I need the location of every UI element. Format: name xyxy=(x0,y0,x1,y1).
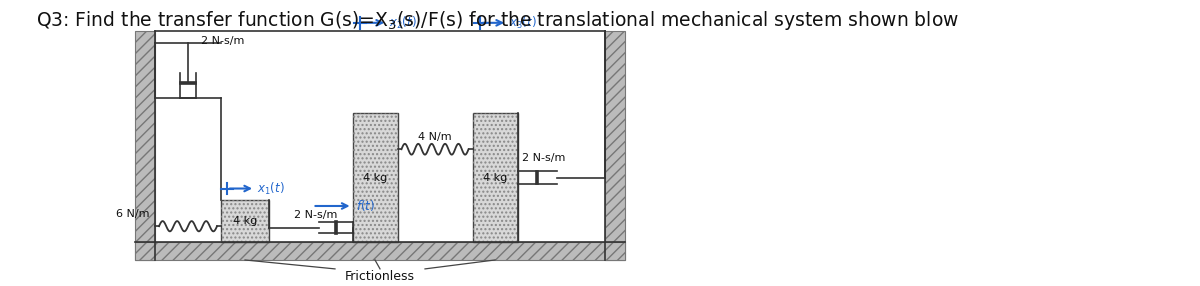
Text: $f(t)$: $f(t)$ xyxy=(356,198,376,213)
Text: 2 N-s/m: 2 N-s/m xyxy=(294,210,337,220)
Text: $x_2(t)$: $x_2(t)$ xyxy=(389,15,416,31)
Text: $x_3(t)$: $x_3(t)$ xyxy=(509,15,536,31)
Bar xyxy=(473,113,517,242)
Bar xyxy=(353,113,397,242)
Text: 4 kg: 4 kg xyxy=(362,173,388,182)
Text: Frictionless: Frictionless xyxy=(346,270,415,283)
Bar xyxy=(221,200,269,242)
Text: 2 N-s/m: 2 N-s/m xyxy=(200,36,245,46)
Text: Q3: Find the transfer function G(s)=X$_3$(s)/F(s) for the translational mechanic: Q3: Find the transfer function G(s)=X$_3… xyxy=(36,9,959,31)
Bar xyxy=(134,31,155,260)
Text: $x_1(t)$: $x_1(t)$ xyxy=(257,180,284,196)
Bar xyxy=(221,200,269,242)
Bar xyxy=(353,113,397,242)
Bar xyxy=(134,242,625,260)
Bar xyxy=(605,31,625,260)
Text: 4 N/m: 4 N/m xyxy=(418,132,452,142)
Text: 6 N/m: 6 N/m xyxy=(116,209,150,219)
Text: 2 N-s/m: 2 N-s/m xyxy=(522,153,565,163)
Text: 4 kg: 4 kg xyxy=(482,173,508,182)
Text: 4 kg: 4 kg xyxy=(233,216,257,226)
Bar xyxy=(473,113,517,242)
